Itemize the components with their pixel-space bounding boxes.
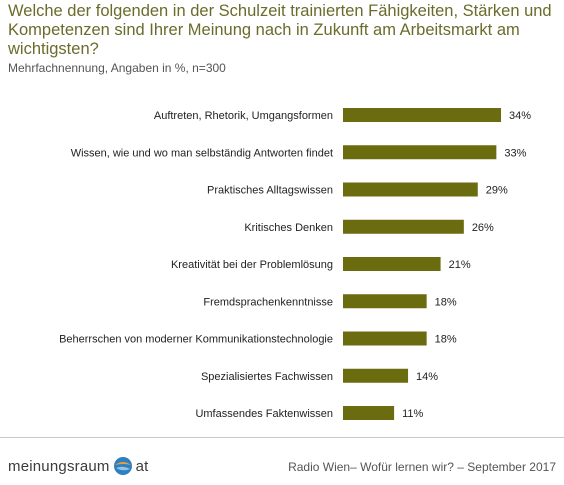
data-label: 29% — [486, 185, 508, 197]
data-label: 18% — [435, 334, 457, 346]
data-label: 33% — [504, 147, 526, 159]
footer-divider — [0, 437, 564, 438]
meinungsraum-logo: meinungsraum at — [8, 455, 149, 477]
category-label: Umfassendes Faktenwissen — [195, 408, 333, 420]
bar — [343, 108, 501, 122]
data-label: 21% — [449, 259, 471, 271]
category-label: Wissen, wie und wo man selbständig Antwo… — [71, 147, 333, 159]
chart-subtitle: Mehrfachnennung, Angaben in %, n=300 — [8, 61, 226, 75]
bar — [343, 331, 427, 346]
data-label: 26% — [472, 222, 494, 234]
bar — [343, 182, 478, 197]
category-label: Fremdsprachenkenntnisse — [203, 296, 333, 308]
bar — [343, 406, 395, 420]
bar — [343, 145, 497, 160]
category-label: Kritisches Denken — [244, 222, 333, 234]
logo-text-right: at — [135, 457, 149, 475]
bar — [343, 368, 409, 383]
bar — [343, 219, 464, 234]
bar — [343, 257, 441, 271]
footer-source: Radio Wien– Wofür lernen wir? – Septembe… — [288, 460, 556, 474]
category-label: Auftreten, Rhetorik, Umgangsformen — [154, 110, 333, 122]
category-label: Spezialisiertes Fachwissen — [201, 371, 333, 383]
data-label: 11% — [402, 408, 423, 420]
category-label: Kreativität bei der Problemlösung — [171, 259, 333, 271]
data-label: 18% — [435, 296, 457, 308]
bar-chart: Auftreten, Rhetorik, Umgangsformen 34% Wis… — [59, 108, 531, 420]
chart-title: Welche der folgenden in der Schulzeit tr… — [8, 2, 552, 58]
bar — [343, 294, 427, 309]
logo-text-left: meinungsraum — [8, 457, 110, 475]
data-label: 14% — [416, 371, 438, 383]
data-label: 34% — [509, 110, 531, 122]
category-label: Praktisches Alltagswissen — [207, 185, 333, 197]
category-label: Beherrschen von moderner Kommunikationst… — [59, 334, 333, 346]
globe-icon — [113, 457, 132, 475]
